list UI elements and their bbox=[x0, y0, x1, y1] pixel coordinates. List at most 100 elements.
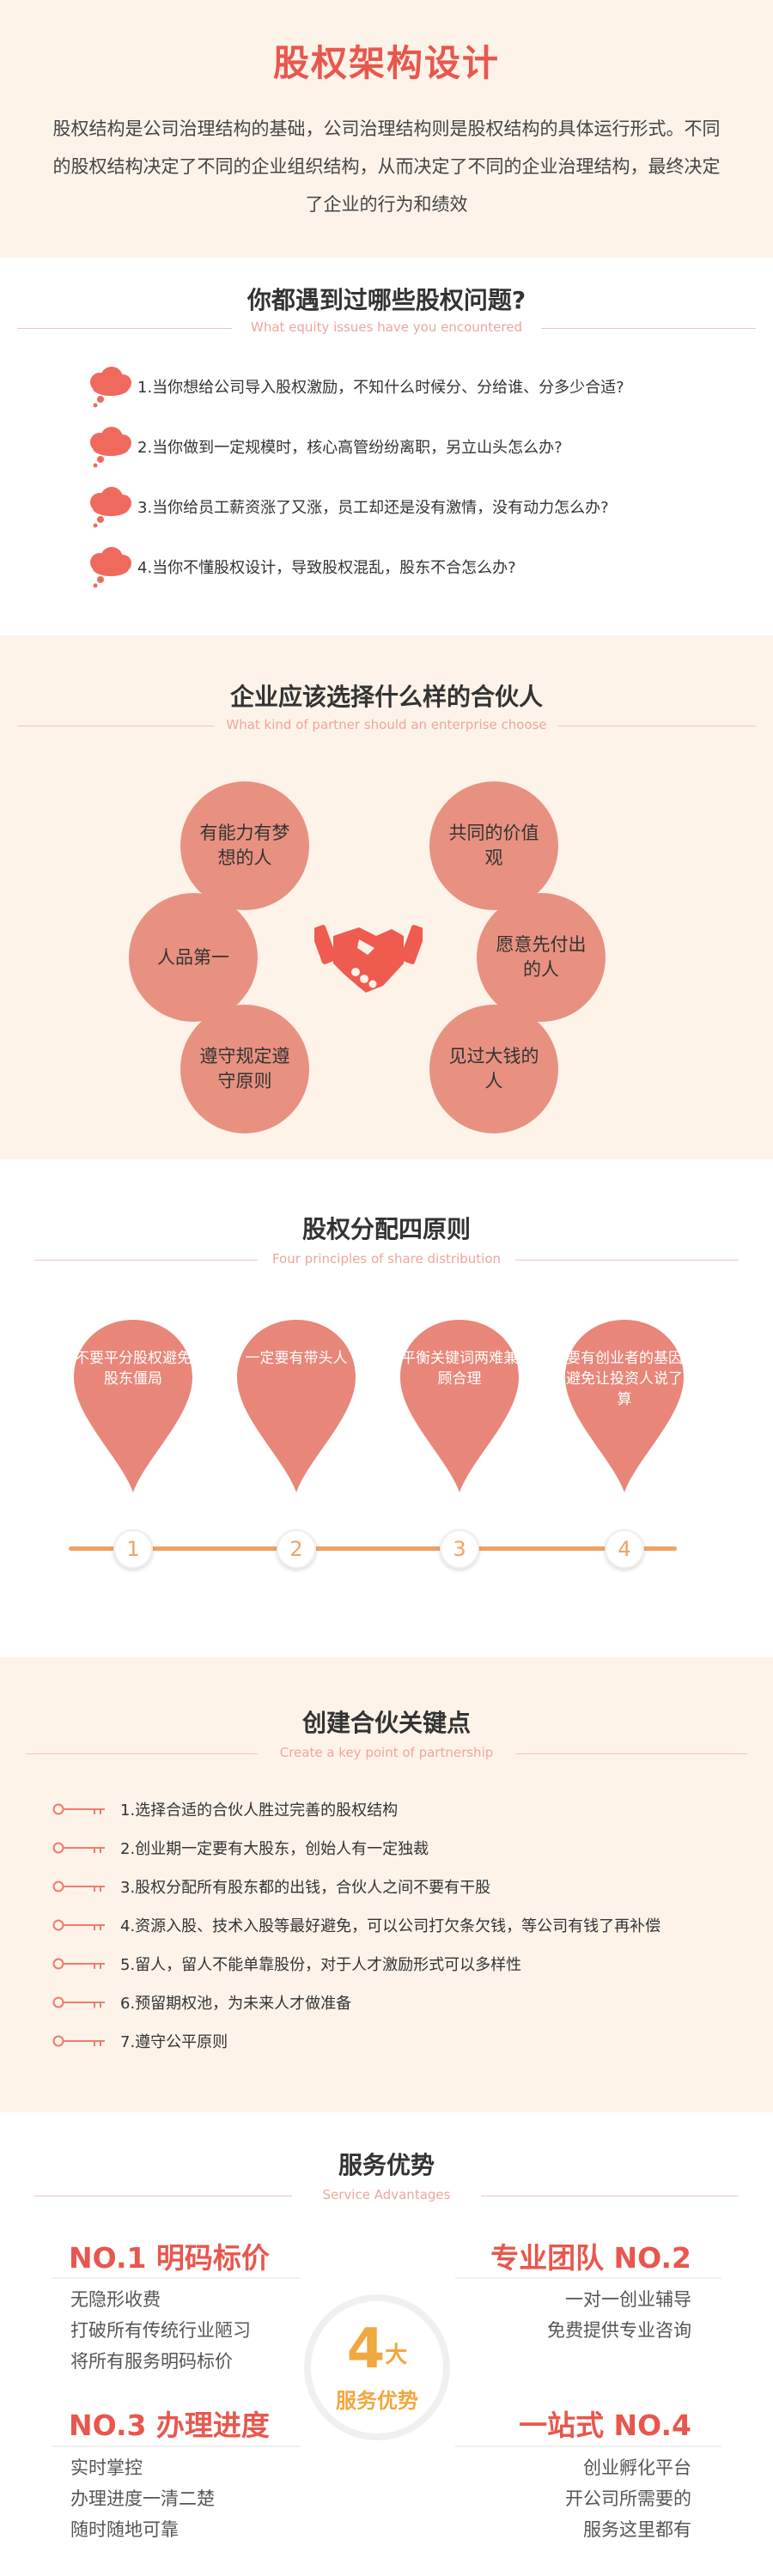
center-unit: 大 bbox=[385, 2342, 408, 2368]
key-icon bbox=[52, 1958, 105, 1970]
keypoints-section: 创建合伙关键点 Create a key point of partnershi… bbox=[0, 1657, 773, 2112]
divider-line bbox=[541, 328, 756, 329]
key-icon bbox=[52, 1919, 105, 1931]
advantage-line: 开公司所需要的 bbox=[565, 2488, 691, 2509]
advantage-line: 无隐形收费 bbox=[70, 2289, 161, 2310]
principle-text: 要有创业者的基因避免让投资人说了算 bbox=[566, 1350, 683, 1408]
advantage-line: 服务这里都有 bbox=[583, 2519, 691, 2540]
keypoint-text: 7.遵守公平原则 bbox=[120, 2033, 228, 2051]
divider-line bbox=[52, 2277, 301, 2279]
advantage-desc: 一对一创业辅导 免费提供专业咨询 bbox=[547, 2284, 691, 2346]
speech-cloud-icon bbox=[86, 545, 134, 588]
advantage-line: 随时随地可靠 bbox=[70, 2519, 179, 2540]
handshake-icon bbox=[310, 910, 427, 1005]
advantage-line: 一对一创业辅导 bbox=[565, 2289, 691, 2310]
problem-text: 4.当你不懂股权设计，导致股权混乱，股东不合怎么办? bbox=[137, 559, 516, 577]
problem-item: 1.当你想给公司导入股权激励，不知什么时候分、分给谁、分多少合适? bbox=[86, 365, 624, 408]
advantage-desc: 无隐形收费 打破所有传统行业陋习 将所有服务明码标价 bbox=[70, 2284, 251, 2377]
advantage-desc: 创业孵化平台 开公司所需要的 服务这里都有 bbox=[565, 2452, 691, 2545]
partner-circle: 愿意先付出的人 bbox=[477, 893, 606, 1022]
problem-item: 4.当你不懂股权设计，导致股权混乱，股东不合怎么办? bbox=[86, 545, 516, 588]
advantage-line: 实时掌控 bbox=[70, 2458, 143, 2478]
keypoints-subtitle: Create a key point of partnership bbox=[279, 1745, 494, 1760]
step-number: 4 bbox=[605, 1529, 644, 1569]
principle-pin: 一定要有带头人 bbox=[232, 1315, 361, 1494]
principles-subtitle: Four principles of share distribution bbox=[271, 1251, 502, 1267]
keypoint-item: 5.留人，留人不能单靠股份，对于人才激励形式可以多样性 bbox=[52, 1952, 521, 1976]
page-title: 股权架构设计 bbox=[272, 42, 500, 84]
keypoint-text: 5.留人，留人不能单靠股份，对于人才激励形式可以多样性 bbox=[120, 1956, 522, 1974]
keypoint-text: 3.股权分配所有股东都的出钱，合伙人之间不要有干股 bbox=[120, 1879, 491, 1897]
divider-line bbox=[52, 2445, 301, 2447]
problem-item: 2.当你做到一定规模时，核心高管纷纷离职，另立山头怎么办? bbox=[86, 425, 563, 468]
advantage-title: 专业团队 NO.2 bbox=[490, 2241, 691, 2275]
key-icon bbox=[52, 1996, 105, 2008]
principle-pin: 不要平分股权避免股东僵局 bbox=[69, 1315, 198, 1494]
speech-cloud-icon bbox=[86, 365, 134, 408]
problem-text: 1.当你想给公司导入股权激励，不知什么时候分、分给谁、分多少合适? bbox=[137, 379, 624, 397]
problems-subtitle: What equity issues have you encountered bbox=[250, 319, 523, 335]
advantage-line: 免费提供专业咨询 bbox=[547, 2320, 691, 2341]
service-subtitle: Service Advantages bbox=[322, 2187, 451, 2202]
partner-circle: 人品第一 bbox=[129, 893, 258, 1022]
speech-cloud-icon bbox=[86, 425, 134, 468]
divider-line bbox=[34, 1260, 258, 1261]
keypoint-item: 2.创业期一定要有大股东，创始人有一定独裁 bbox=[52, 1836, 429, 1860]
keypoint-text: 6.预留期权池，为未来人才做准备 bbox=[120, 1995, 352, 2013]
divider-line bbox=[26, 1753, 258, 1754]
principle-text: 一定要有带头人 bbox=[245, 1350, 348, 1367]
principle-pin: 要有创业者的基因避免让投资人说了算 bbox=[560, 1315, 689, 1494]
advantage-line: 将所有服务明码标价 bbox=[70, 2351, 233, 2372]
advantage-title: NO.1 明码标价 bbox=[69, 2241, 270, 2275]
key-icon bbox=[52, 2035, 105, 2047]
divider-line bbox=[17, 328, 232, 329]
problem-text: 2.当你做到一定规模时，核心高管纷纷离职，另立山头怎么办? bbox=[137, 439, 563, 457]
step-number: 3 bbox=[440, 1529, 479, 1569]
advantage-line: 创业孵化平台 bbox=[583, 2458, 691, 2478]
center-label: 服务优势 bbox=[336, 2389, 418, 2413]
divider-line bbox=[455, 2277, 721, 2279]
advantage-title: 一站式 NO.4 bbox=[519, 2409, 691, 2442]
step-number: 2 bbox=[277, 1529, 316, 1569]
principle-pin: 平衡关键词两难兼顾合理 bbox=[395, 1315, 524, 1494]
keypoint-text: 1.选择合适的合伙人胜过完善的股权结构 bbox=[120, 1801, 399, 1820]
key-icon bbox=[52, 1880, 105, 1893]
partner-circle: 有能力有梦想的人 bbox=[180, 781, 309, 910]
keypoint-item: 7.遵守公平原则 bbox=[52, 2029, 228, 2053]
keypoint-item: 3.股权分配所有股东都的出钱，合伙人之间不要有干股 bbox=[52, 1874, 490, 1899]
partner-circle: 见过大钱的人 bbox=[429, 1005, 558, 1133]
partner-subtitle: What kind of partner should an enterpris… bbox=[226, 717, 547, 732]
problem-text: 3.当你给员工薪资涨了又涨，员工却还是没有激情，没有动力怎么办? bbox=[137, 499, 609, 517]
keypoint-item: 6.预留期权池，为未来人才做准备 bbox=[52, 1990, 351, 2014]
partner-circle: 遵守规定遵守原则 bbox=[180, 1005, 309, 1133]
timeline-bar bbox=[69, 1546, 677, 1551]
partner-title: 企业应该选择什么样的合伙人 bbox=[229, 683, 543, 711]
keypoint-text: 4.资源入股、技术入股等最好避免，可以公司打欠条欠钱，等公司有钱了再补偿 bbox=[120, 1917, 661, 1935]
keypoint-item: 4.资源入股、技术入股等最好避免，可以公司打欠条欠钱，等公司有钱了再补偿 bbox=[52, 1913, 660, 1937]
speech-cloud-icon bbox=[86, 485, 134, 528]
keypoint-text: 2.创业期一定要有大股东，创始人有一定独裁 bbox=[120, 1840, 429, 1858]
keypoints-title: 创建合伙关键点 bbox=[301, 1709, 471, 1737]
principles-title: 股权分配四原则 bbox=[301, 1215, 471, 1243]
advantage-desc: 实时掌控 办理进度一清二楚 随时随地可靠 bbox=[70, 2452, 215, 2545]
keypoint-item: 1.选择合适的合伙人胜过完善的股权结构 bbox=[52, 1797, 398, 1821]
advantage-line: 打破所有传统行业陋习 bbox=[70, 2320, 251, 2341]
problems-title: 你都遇到过哪些股权问题? bbox=[247, 286, 526, 314]
partner-circle: 共同的价值观 bbox=[429, 781, 558, 910]
advantage-line: 办理进度一清二楚 bbox=[70, 2488, 215, 2509]
problems-section: 你都遇到过哪些股权问题? What equity issues have you… bbox=[0, 258, 773, 635]
advantage-title: NO.3 办理进度 bbox=[69, 2409, 270, 2442]
divider-line bbox=[515, 1753, 747, 1754]
intro-section: 股权架构设计 股权结构是公司治理结构的基础，公司治理结构则是股权结构的具体运行形… bbox=[0, 0, 773, 258]
divider-line bbox=[455, 2445, 721, 2447]
center-number: 4 bbox=[346, 2318, 386, 2381]
problem-item: 3.当你给员工薪资涨了又涨，员工却还是没有激情，没有动力怎么办? bbox=[86, 485, 609, 528]
service-title: 服务优势 bbox=[338, 2151, 435, 2179]
principles-section: 股权分配四原则 Four principles of share distrib… bbox=[0, 1159, 773, 1657]
key-icon bbox=[52, 1842, 105, 1854]
partner-section: 企业应该选择什么样的合伙人 What kind of partner shoul… bbox=[0, 635, 773, 1159]
service-section: 服务优势 Service Advantages NO.1 明码标价 无隐形收费 … bbox=[0, 2112, 773, 2576]
key-icon bbox=[52, 1803, 105, 1815]
principle-text: 平衡关键词两难兼顾合理 bbox=[401, 1350, 518, 1388]
principle-text: 不要平分股权避免股东僵局 bbox=[75, 1350, 192, 1388]
